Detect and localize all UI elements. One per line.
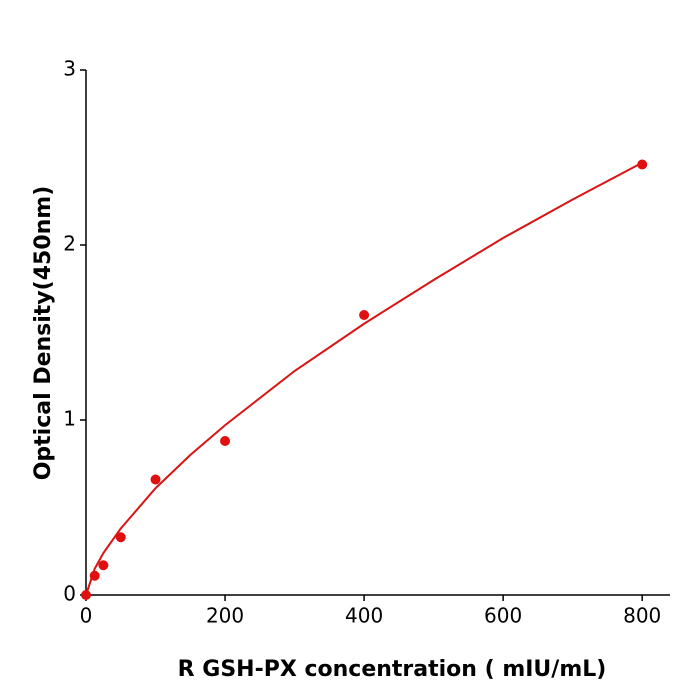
y-tick-label: 3 — [63, 57, 76, 81]
data-point — [89, 570, 100, 581]
y-tick-label: 0 — [63, 582, 76, 606]
data-point — [359, 310, 370, 320]
fit-curve — [85, 161, 643, 596]
x-tick-label: 600 — [484, 604, 522, 628]
data-point — [220, 436, 231, 446]
data-point — [115, 532, 126, 543]
y-axis-label: Optical Density(450nm) — [31, 186, 56, 481]
x-tick-label: 800 — [623, 604, 661, 628]
y-tick-label: 1 — [63, 407, 76, 431]
data-point — [81, 590, 91, 600]
x-axis-label: R GSH-PX concentration ( mIU/mL) — [178, 657, 607, 682]
data-point — [150, 474, 161, 485]
y-tick-label: 2 — [63, 232, 76, 256]
x-tick-label: 400 — [345, 604, 383, 628]
data-point — [98, 560, 109, 571]
data-point — [637, 159, 648, 170]
x-tick-label: 200 — [206, 604, 244, 628]
x-tick-label: 0 — [80, 604, 93, 628]
